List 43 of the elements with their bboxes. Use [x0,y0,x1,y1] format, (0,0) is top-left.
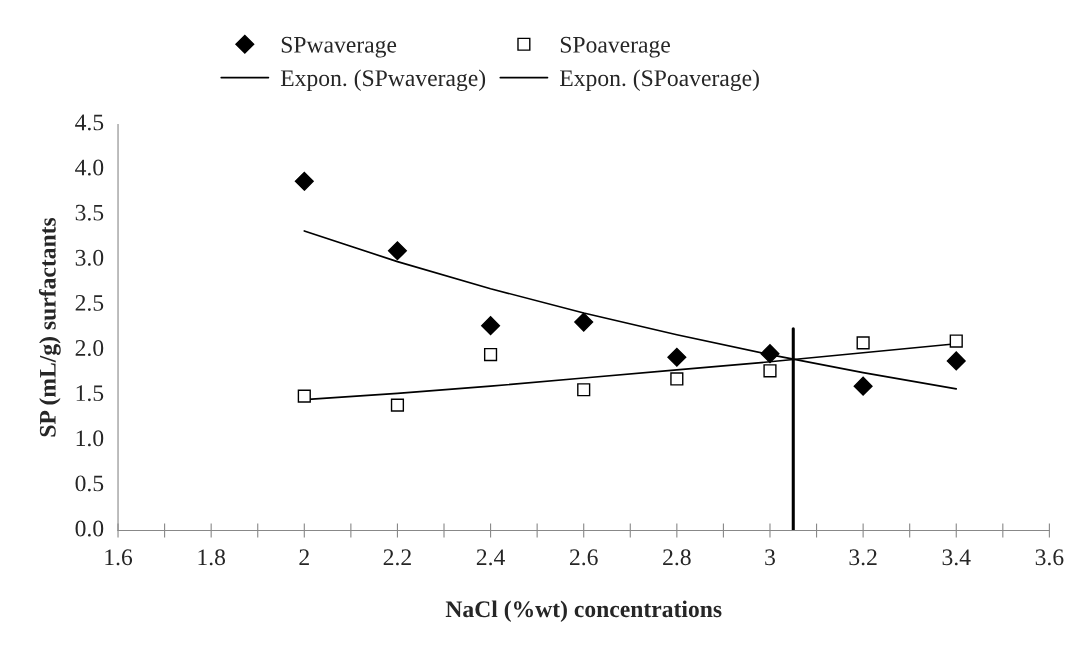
y-tick-label: 1.5 [76,385,104,402]
y-tick-label: 4.0 [75,159,104,176]
point [760,344,780,364]
x-tick-label: 3 [765,549,775,566]
x-tick-label: 3.6 [1035,549,1064,566]
y-tick-label: 2.5 [75,294,104,311]
legend-label: SPoaverage [560,36,670,58]
legend-label: Expon. (SPoaverage) [559,69,759,92]
point [481,316,501,336]
point [294,171,314,191]
x-tick-label: 3.2 [849,549,877,566]
point [670,372,684,386]
x-tick-label: 2.4 [476,549,505,566]
point [577,383,591,397]
point [946,351,966,371]
y-tick-label: 4.5 [75,114,104,131]
point [390,398,405,412]
x-tick-label: 2.6 [569,549,598,566]
point [856,336,870,350]
y-tick-label: 0.5 [75,475,104,492]
y-tick-label: 3.5 [75,204,104,221]
x-tick-label: 2.8 [663,549,691,566]
point [483,347,498,362]
legend-label: SPwaverage [281,36,397,58]
point [387,241,407,261]
legend-label: Expon. (SPwaverage) [280,69,486,92]
x-tick-label: 3.4 [942,549,971,566]
x-axis-title: NaCl (%wt) concentrations [445,600,722,622]
y-tick-label: 3.0 [75,249,104,266]
point [574,312,594,332]
x-tick-label: 1.6 [105,549,133,566]
y-axis-title: SP (mL/g) surfactants [38,217,61,437]
y-tick-label: 2.0 [75,340,104,357]
x-tick-label: 2 [299,549,309,565]
point [763,364,777,378]
y-tick-label: 0.0 [75,520,104,537]
point [667,347,687,367]
point [297,389,311,403]
y-tick-label: 1.0 [76,430,104,447]
point [949,334,963,348]
x-tick-label: 2.2 [383,549,411,566]
x-tick-label: 1.8 [198,549,226,566]
point [853,376,873,396]
